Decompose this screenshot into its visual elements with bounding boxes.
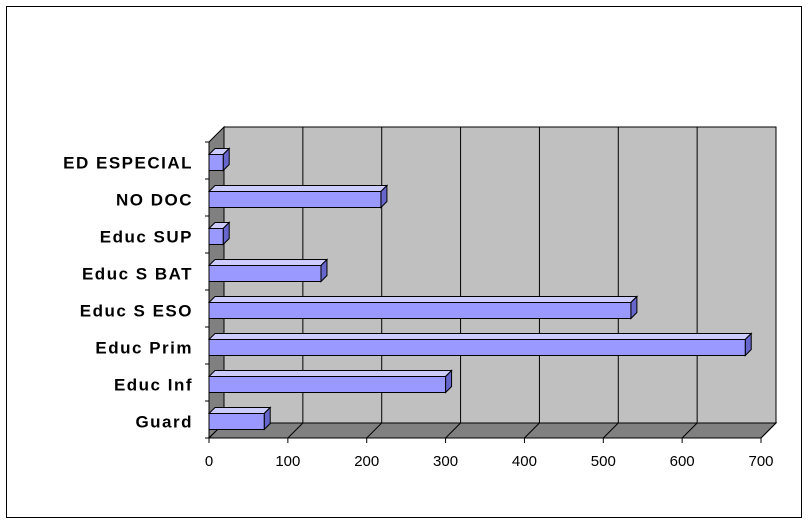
x-tick-label: 300: [433, 453, 458, 470]
bar: [208, 265, 322, 282]
floor-gridline: [524, 422, 540, 439]
bar: [208, 228, 224, 245]
x-tick-label: 0: [205, 453, 213, 470]
floor-gridline: [760, 422, 777, 439]
floor-gridline: [287, 422, 304, 439]
bar-top: [207, 407, 272, 414]
bar: [208, 191, 382, 208]
floor-gridline: [366, 422, 383, 439]
bar-top: [207, 333, 753, 340]
x-tick-label: 200: [354, 453, 379, 470]
category-label: Educ S BAT: [82, 265, 193, 284]
x-tick-label: 400: [512, 453, 537, 470]
category-label: Educ SUP: [100, 228, 193, 247]
bar: [208, 154, 224, 171]
category-label: Educ Prim: [95, 339, 193, 358]
plot-floor: [207, 422, 778, 439]
category-label: Educ S ESO: [80, 302, 193, 321]
bar-top: [207, 185, 389, 192]
bar-top: [207, 296, 639, 303]
floor-gridline: [602, 422, 619, 439]
category-label: Educ Inf: [114, 376, 193, 395]
bar-top: [207, 259, 329, 266]
x-tick-label: 500: [591, 453, 616, 470]
category-label: NO DOC: [116, 191, 193, 210]
bar: [208, 302, 632, 319]
floor-gridline: [681, 422, 698, 439]
x-tick-label: 600: [670, 453, 695, 470]
category-label: Guard: [135, 413, 193, 432]
x-tick-label: 100: [275, 453, 300, 470]
bar: [208, 339, 746, 356]
bar: [208, 376, 447, 393]
x-tick-label: 700: [748, 453, 773, 470]
category-label: ED ESPECIAL: [63, 154, 193, 173]
bar: [208, 413, 265, 430]
floor-gridline: [445, 422, 461, 439]
bar-top: [207, 370, 453, 377]
